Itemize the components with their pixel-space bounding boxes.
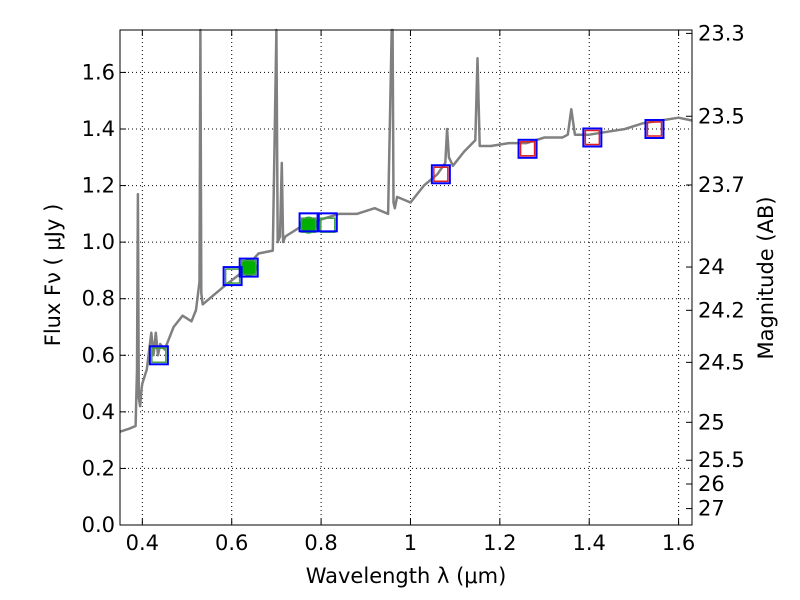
spectrum-layer xyxy=(119,28,693,433)
y-tick-label: 0.4 xyxy=(82,400,115,424)
model-spectrum-line xyxy=(119,28,693,433)
green-square-point xyxy=(320,217,336,233)
blue-square-point xyxy=(582,127,603,148)
plot-frame xyxy=(119,29,693,526)
x-tick-label: 1.2 xyxy=(483,531,516,555)
magnitude-tick-label: 25 xyxy=(698,410,725,434)
blue-square-point xyxy=(238,257,259,278)
magnitude-tick-label: 23.5 xyxy=(698,104,745,128)
y-tick-label: 1.6 xyxy=(82,60,115,84)
magnitude-tick-label: 27 xyxy=(698,497,725,521)
magnitude-tick-label: 24.5 xyxy=(698,350,745,374)
green-dot-point xyxy=(240,259,258,277)
blue-square-point xyxy=(644,119,665,139)
x-tick-label: 1.6 xyxy=(662,531,695,555)
blue-square-point xyxy=(148,345,169,366)
y-tick-label: 1.0 xyxy=(82,230,115,254)
grid-lines xyxy=(120,30,692,526)
y-tick-label: 0.0 xyxy=(82,513,115,537)
y-axis-label: Flux Fν ( μJy ) xyxy=(41,204,65,347)
x-tick-label: 0.8 xyxy=(304,531,337,555)
x-tick-label: 0.6 xyxy=(215,531,248,555)
blue-square-point xyxy=(298,212,319,233)
x-tick-label: 0.4 xyxy=(126,531,159,555)
x-tick-label: 1 xyxy=(404,531,417,555)
y-tick-label: 1.4 xyxy=(82,117,115,141)
red-square-point xyxy=(646,121,663,137)
blue-square-point xyxy=(317,212,338,233)
red-square-point xyxy=(519,141,536,157)
green-square-point xyxy=(151,347,167,364)
y-tick-label: 1.2 xyxy=(82,174,115,198)
magnitude-tick-label: 23.3 xyxy=(698,21,745,45)
magnitude-tick-label: 23.7 xyxy=(698,173,745,197)
axis-ticks: 0.4 0.6 0.8 1 1.2 1.4 1.6 0.0 0.2 0.4 0.6 0.8 1.0 1.2… xyxy=(82,21,745,555)
blue-square-point xyxy=(430,164,451,185)
red-square-point xyxy=(584,129,601,146)
magnitude-tick-label: 26 xyxy=(698,472,725,496)
magnitude-tick-label: 24.2 xyxy=(698,298,745,322)
y-tick-label: 0.8 xyxy=(82,287,115,311)
right-axis-label: Magnitude (AB) xyxy=(754,196,778,359)
y-tick-label: 0.2 xyxy=(82,456,115,480)
y-tick-label: 0.6 xyxy=(82,343,115,367)
magnitude-tick-label: 24 xyxy=(698,255,725,279)
blue-square-point xyxy=(517,138,538,159)
magnitude-tick-label: 25.5 xyxy=(698,448,745,472)
x-tick-label: 1.4 xyxy=(573,531,606,555)
photometry-points xyxy=(148,119,665,366)
red-square-point xyxy=(433,166,449,183)
x-axis-label: Wavelength λ (μm) xyxy=(306,564,507,588)
